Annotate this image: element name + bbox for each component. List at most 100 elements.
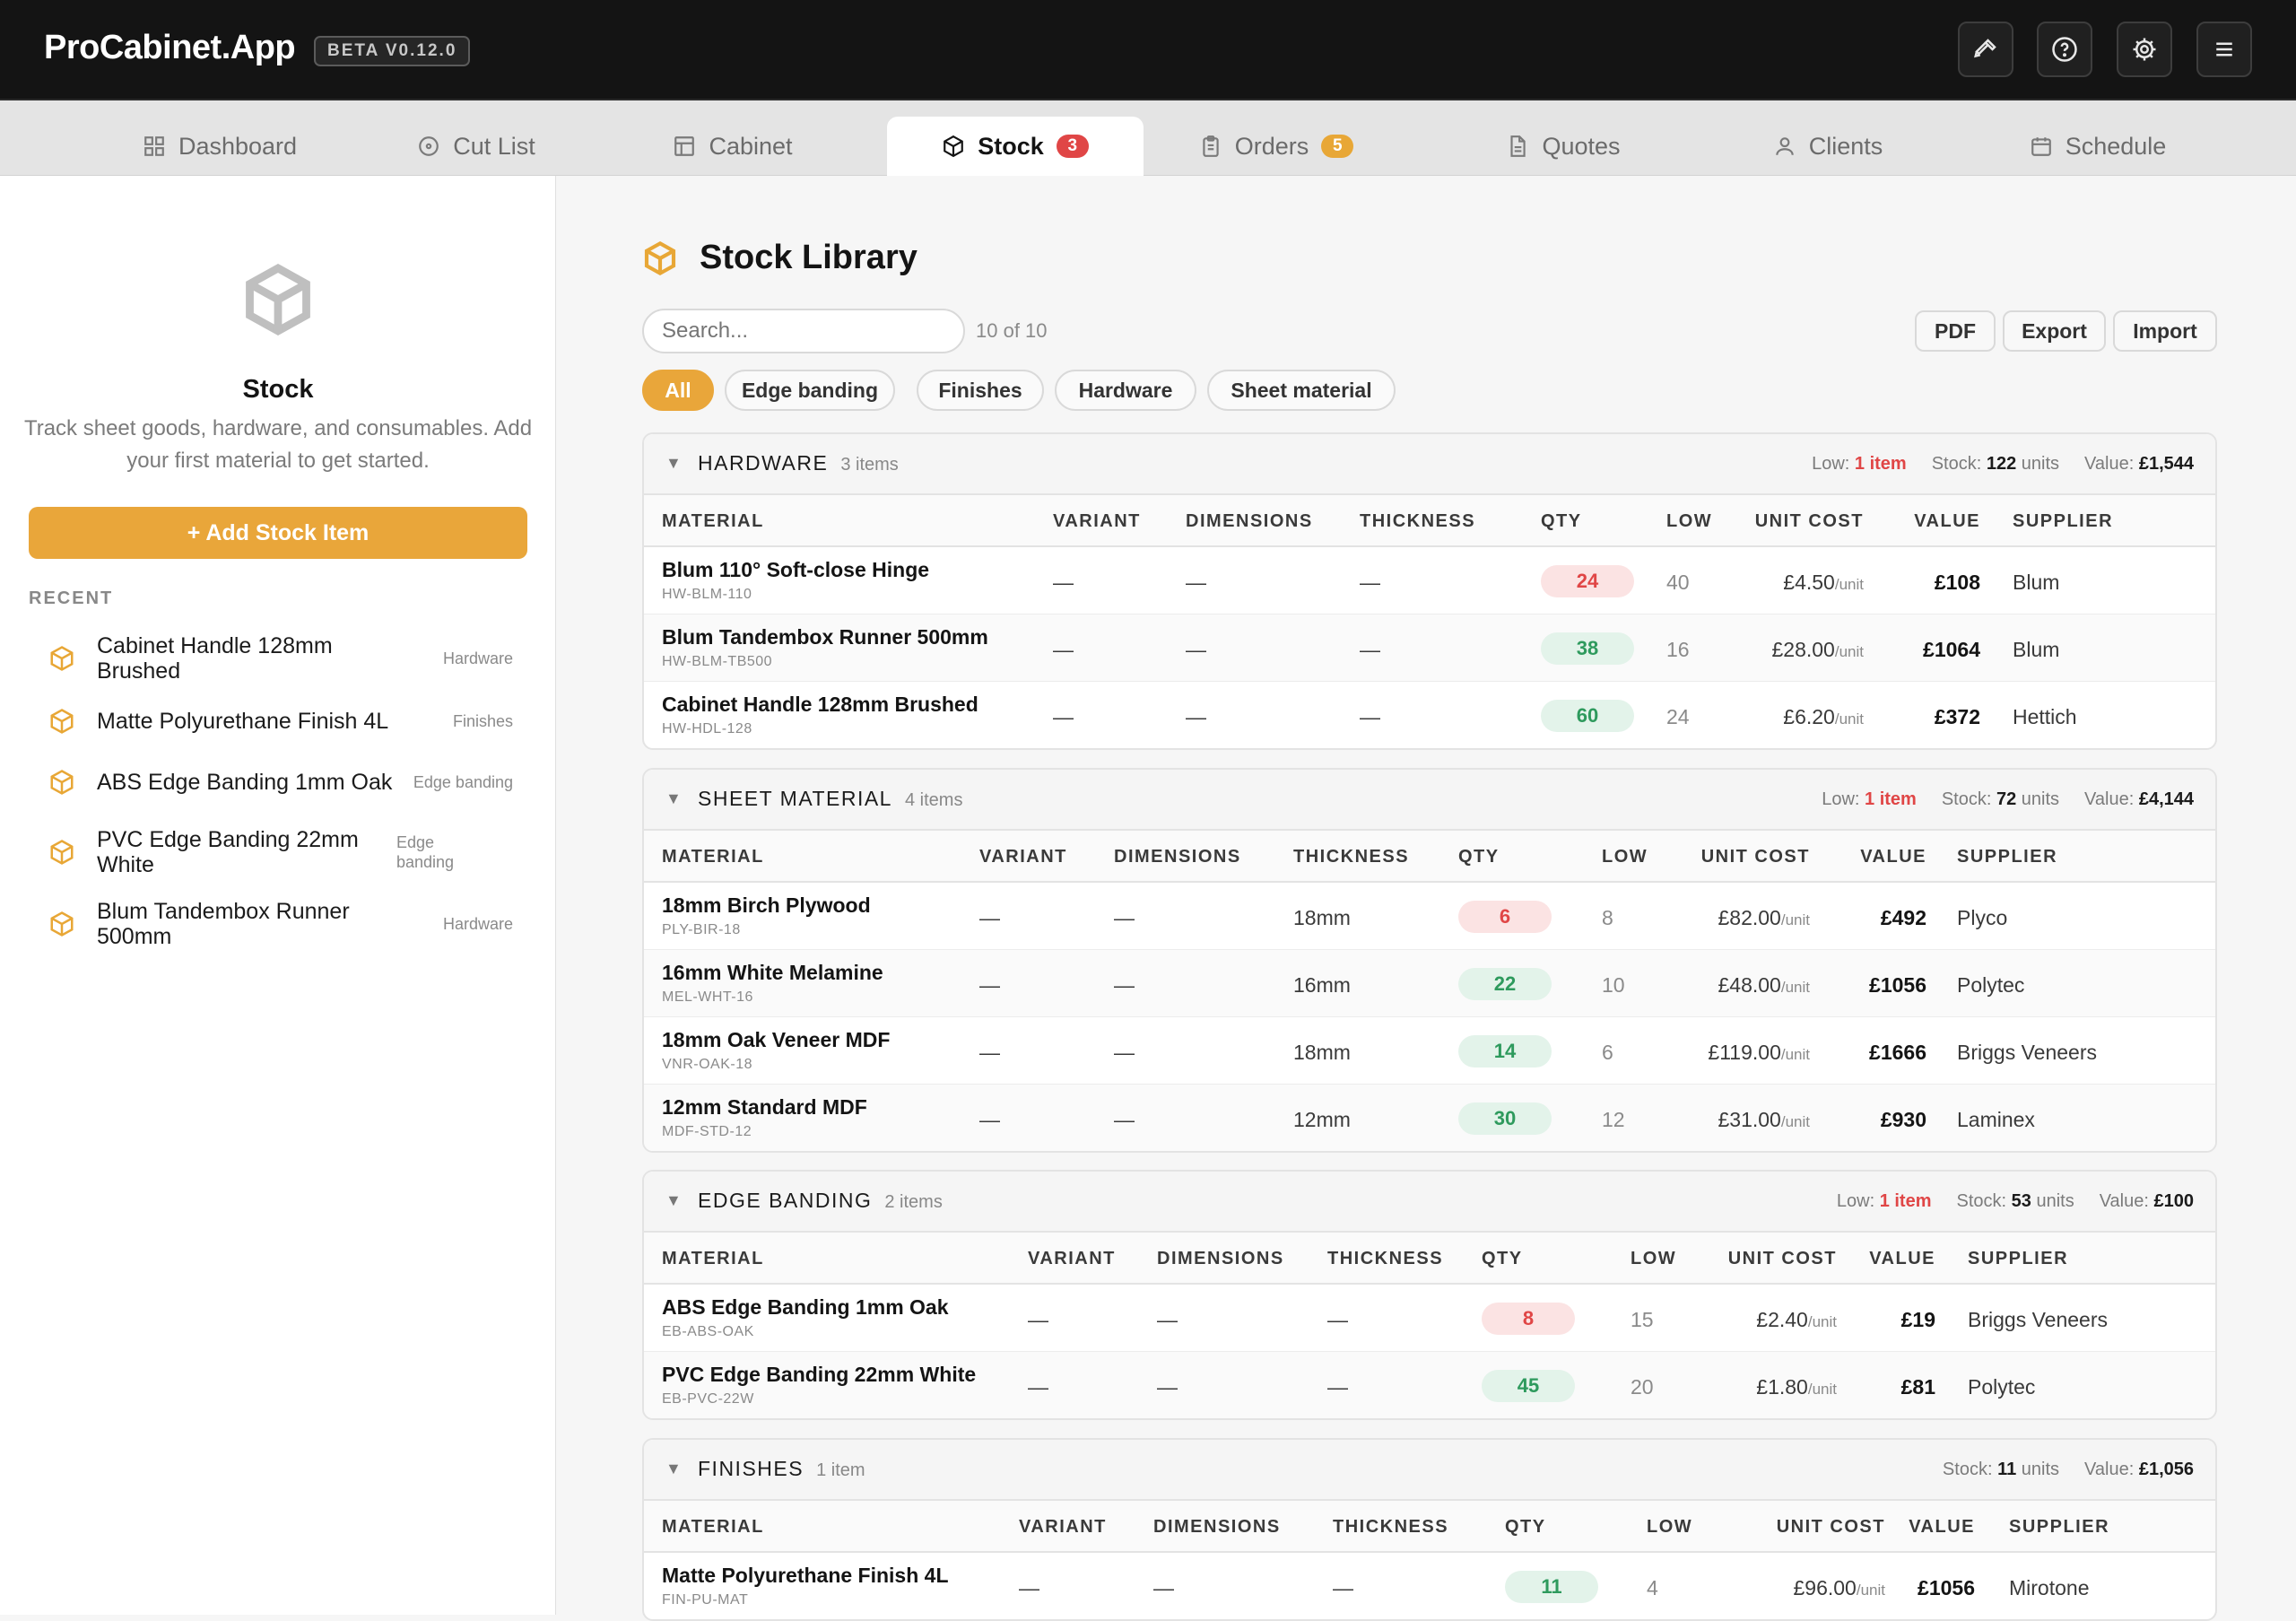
- column-header[interactable]: VALUE: [1909, 1517, 1975, 1537]
- main-content: Stock Library 10 of 10 PDF Export Import…: [556, 176, 2296, 1621]
- column-header[interactable]: VALUE: [1914, 511, 1980, 531]
- qty-pill[interactable]: 6: [1458, 901, 1552, 933]
- column-header[interactable]: DIMENSIONS: [1186, 511, 1313, 531]
- tab-stock[interactable]: Stock 3: [887, 117, 1144, 176]
- collapse-icon[interactable]: ▼: [665, 1191, 682, 1209]
- column-header[interactable]: QTY: [1505, 1517, 1546, 1537]
- column-header[interactable]: DIMENSIONS: [1153, 1517, 1281, 1537]
- group-header[interactable]: ▼ FINISHES 1 item Stock: 11 units Value: …: [644, 1440, 2215, 1501]
- filter-edge-banding[interactable]: Edge banding: [725, 370, 895, 411]
- app-logo[interactable]: ProCabinet.App: [44, 29, 296, 66]
- column-header[interactable]: VARIANT: [1053, 511, 1141, 531]
- recent-item[interactable]: Blum Tandembox Runner 500mm Hardware: [29, 897, 527, 951]
- column-header[interactable]: UNIT COST: [1776, 1517, 1885, 1537]
- tab-schedule[interactable]: Schedule: [1970, 117, 2226, 176]
- recent-item[interactable]: ABS Edge Banding 1mm Oak Edge banding: [29, 764, 527, 800]
- export-button[interactable]: Export: [2003, 310, 2106, 352]
- column-header[interactable]: MATERIAL: [662, 511, 764, 531]
- column-header[interactable]: MATERIAL: [662, 1249, 764, 1268]
- qty-pill[interactable]: 22: [1458, 968, 1552, 1000]
- column-header[interactable]: THICKNESS: [1360, 511, 1476, 531]
- recent-item[interactable]: Cabinet Handle 128mm Brushed Hardware: [29, 632, 527, 685]
- column-header[interactable]: SUPPLIER: [2013, 511, 2114, 531]
- pdf-button[interactable]: PDF: [1915, 310, 1996, 352]
- column-header[interactable]: MATERIAL: [662, 847, 764, 867]
- column-header[interactable]: VARIANT: [1028, 1249, 1116, 1268]
- tools-button[interactable]: [1958, 22, 2013, 77]
- table-row[interactable]: 12mm Standard MDF MDF-STD-12 — — 12mm 30…: [644, 1085, 2215, 1151]
- table-row[interactable]: ABS Edge Banding 1mm Oak EB-ABS-OAK — — …: [644, 1285, 2215, 1352]
- tab-cabinet[interactable]: Cabinet: [604, 117, 861, 176]
- table-row[interactable]: Blum 110° Soft-close Hinge HW-BLM-110 — …: [644, 547, 2215, 614]
- group-header[interactable]: ▼ EDGE BANDING 2 items Low: 1 item Stock: …: [644, 1172, 2215, 1233]
- filter-all[interactable]: All: [642, 370, 714, 411]
- thickness-cell: 18mm: [1293, 1041, 1351, 1064]
- group-header[interactable]: ▼ HARDWARE 3 items Low: 1 item Stock: 122 …: [644, 434, 2215, 495]
- table-row[interactable]: 16mm White Melamine MEL-WHT-16 — — 16mm …: [644, 950, 2215, 1017]
- group-stats: Low: 1 item Stock: 72 units Value: £4,144: [1822, 789, 2194, 810]
- column-header[interactable]: QTY: [1541, 511, 1582, 531]
- recent-item[interactable]: PVC Edge Banding 22mm White Edge banding: [29, 825, 527, 879]
- settings-button[interactable]: [2117, 22, 2172, 77]
- tab-cut-list[interactable]: Cut List: [348, 117, 604, 176]
- column-header[interactable]: VALUE: [1869, 1249, 1935, 1268]
- table-row[interactable]: Blum Tandembox Runner 500mm HW-BLM-TB500…: [644, 614, 2215, 682]
- table-header: MATERIAL VARIANT DIMENSIONS THICKNESS QTY LOW…: [644, 831, 2215, 883]
- tab-clients[interactable]: Clients: [1700, 117, 1956, 176]
- group-header[interactable]: ▼ SHEET MATERIAL 4 items Low: 1 item Stock…: [644, 770, 2215, 831]
- supplier-cell: Polytec: [1957, 973, 2025, 997]
- column-header[interactable]: SUPPLIER: [1968, 1249, 2069, 1268]
- column-header[interactable]: LOW: [1631, 1249, 1677, 1268]
- qty-pill[interactable]: 60: [1541, 700, 1634, 732]
- material-name: 16mm White Melamine: [662, 961, 883, 984]
- column-header[interactable]: THICKNESS: [1293, 847, 1410, 867]
- column-header[interactable]: VARIANT: [1019, 1517, 1107, 1537]
- qty-pill[interactable]: 11: [1505, 1571, 1598, 1603]
- filter-hardware[interactable]: Hardware: [1055, 370, 1196, 411]
- column-header[interactable]: VARIANT: [979, 847, 1067, 867]
- tab-orders[interactable]: Orders 5: [1148, 117, 1405, 176]
- menu-button[interactable]: [2196, 22, 2252, 77]
- column-header[interactable]: SUPPLIER: [1957, 847, 2058, 867]
- import-button[interactable]: Import: [2113, 310, 2217, 352]
- collapse-icon[interactable]: ▼: [665, 789, 682, 807]
- tab-quotes[interactable]: Quotes: [1435, 117, 1692, 176]
- tab-dashboard[interactable]: Dashboard: [91, 117, 348, 176]
- column-header[interactable]: THICKNESS: [1327, 1249, 1444, 1268]
- column-header[interactable]: LOW: [1647, 1517, 1693, 1537]
- table-row[interactable]: 18mm Oak Veneer MDF VNR-OAK-18 — — 18mm …: [644, 1017, 2215, 1085]
- column-header[interactable]: UNIT COST: [1700, 847, 1810, 867]
- column-header[interactable]: QTY: [1458, 847, 1500, 867]
- column-header[interactable]: THICKNESS: [1333, 1517, 1449, 1537]
- table-row[interactable]: 18mm Birch Plywood PLY-BIR-18 — — 18mm 6…: [644, 883, 2215, 950]
- column-header[interactable]: QTY: [1482, 1249, 1523, 1268]
- column-header[interactable]: UNIT COST: [1754, 511, 1864, 531]
- recent-item[interactable]: Matte Polyurethane Finish 4L Finishes: [29, 703, 527, 739]
- help-button[interactable]: [2037, 22, 2092, 77]
- column-header[interactable]: MATERIAL: [662, 1517, 764, 1537]
- add-stock-item-button[interactable]: + Add Stock Item: [29, 507, 527, 559]
- qty-pill[interactable]: 14: [1458, 1035, 1552, 1068]
- collapse-icon[interactable]: ▼: [665, 454, 682, 472]
- qty-pill[interactable]: 24: [1541, 565, 1634, 597]
- column-header[interactable]: DIMENSIONS: [1114, 847, 1241, 867]
- qty-pill[interactable]: 8: [1482, 1303, 1575, 1335]
- qty-pill[interactable]: 45: [1482, 1370, 1575, 1402]
- qty-pill[interactable]: 30: [1458, 1102, 1552, 1135]
- collapse-icon[interactable]: ▼: [665, 1460, 682, 1477]
- qty-pill[interactable]: 38: [1541, 632, 1634, 665]
- column-header[interactable]: VALUE: [1860, 847, 1926, 867]
- filter-finishes[interactable]: Finishes: [917, 370, 1044, 411]
- search-input[interactable]: [642, 309, 965, 353]
- column-header[interactable]: LOW: [1602, 847, 1648, 867]
- column-header[interactable]: LOW: [1666, 511, 1713, 531]
- table-row[interactable]: PVC Edge Banding 22mm White EB-PVC-22W —…: [644, 1352, 2215, 1418]
- column-header[interactable]: UNIT COST: [1727, 1249, 1837, 1268]
- column-header[interactable]: DIMENSIONS: [1157, 1249, 1284, 1268]
- dimensions-cell: —: [1114, 1108, 1135, 1131]
- orders-badge: 5: [1321, 135, 1354, 158]
- column-header[interactable]: SUPPLIER: [2009, 1517, 2110, 1537]
- filter-sheet-material[interactable]: Sheet material: [1207, 370, 1396, 411]
- table-row[interactable]: Cabinet Handle 128mm Brushed HW-HDL-128 …: [644, 682, 2215, 748]
- table-row[interactable]: Matte Polyurethane Finish 4L FIN-PU-MAT …: [644, 1553, 2215, 1619]
